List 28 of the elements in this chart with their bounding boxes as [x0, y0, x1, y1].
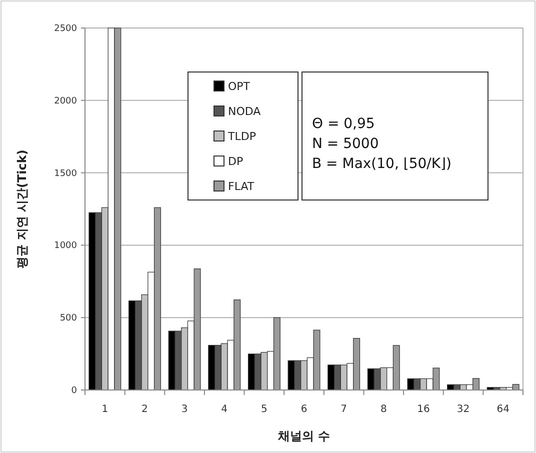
annotation: N = 5000 [312, 136, 379, 152]
annotation-box: Θ = 0,95 N = 5000 B = Max(10, ⌊50/K⌋) [302, 72, 488, 200]
legend-label: TLDP [227, 130, 256, 143]
legend-label: FLAT [228, 180, 254, 193]
legend-label: NODA [228, 105, 262, 118]
y-tick-label: 2500 [54, 24, 78, 34]
x-tick-label: 6 [300, 404, 308, 415]
x-tick-label: 16 [417, 404, 430, 415]
y-tick-label: 0 [71, 386, 78, 396]
x-axis-title: 채널의 수 [276, 429, 330, 443]
x-tick-label: 7 [340, 404, 348, 415]
legend-label: OPT [228, 80, 250, 93]
y-tick-label: 2000 [54, 96, 78, 106]
y-tick-label: 1000 [54, 241, 78, 252]
annotation: Θ = 0,95 [312, 116, 375, 132]
x-tick-label: 5 [260, 404, 268, 415]
y-tick-label: 500 [60, 314, 78, 324]
x-tick-label: 4 [221, 404, 228, 415]
annotation: B = Max(10, ⌊50/K⌋) [312, 156, 452, 172]
x-tick-label: 1 [102, 404, 108, 415]
x-tick-label: 64 [496, 404, 510, 415]
x-tick-label: 3 [181, 404, 188, 415]
legend-label: DP [228, 155, 244, 168]
y-tick-label: 1500 [54, 168, 78, 179]
x-tick-label: 32 [456, 404, 470, 415]
x-tick-label: 8 [380, 404, 387, 415]
x-tick-label: 2 [142, 404, 148, 415]
y-axis-title: 평균 지연 시간(Tick) [15, 150, 29, 268]
